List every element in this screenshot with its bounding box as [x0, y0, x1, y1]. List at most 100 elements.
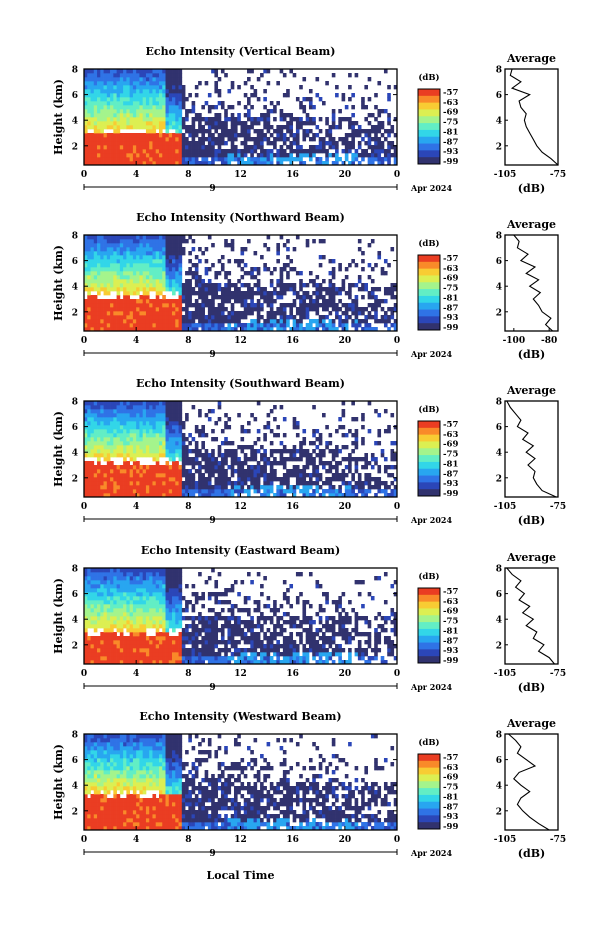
heatmap-cell: [181, 251, 186, 256]
heatmap-cell: [142, 604, 147, 609]
heatmap-cell: [227, 299, 232, 304]
colorbar-tick-label: -63: [443, 430, 458, 440]
heatmap-cell: [152, 133, 157, 138]
day-label: 9: [209, 516, 215, 526]
heatmap-cell: [106, 449, 111, 454]
heatmap-cell: [207, 299, 212, 304]
heatmap-cell: [230, 465, 235, 470]
heatmap-cell: [152, 145, 157, 150]
heatmap-cell: [129, 441, 134, 446]
heatmap-cell: [374, 457, 378, 462]
heatmap-cell: [149, 97, 153, 102]
heatmap-cell: [145, 311, 150, 316]
heatmap-cell: [106, 465, 111, 470]
heatmap-cell: [136, 485, 140, 490]
heatmap-cell: [279, 291, 284, 296]
heatmap-cell: [344, 153, 349, 158]
heatmap-cell: [233, 315, 238, 320]
heatmap-cell: [214, 437, 219, 442]
heatmap-cell: [380, 453, 385, 458]
heatmap-cell: [266, 291, 271, 296]
heatmap-cell: [207, 137, 212, 142]
heatmap-cell: [90, 303, 95, 308]
heatmap-cell: [224, 243, 228, 248]
heatmap-cell: [263, 161, 267, 166]
heatmap-cell: [247, 129, 251, 134]
heatmap-cell: [201, 485, 205, 490]
heatmap-cell: [106, 157, 111, 162]
heatmap-cell: [295, 307, 300, 312]
heatmap-cell: [341, 161, 346, 166]
heatmap-cell: [282, 283, 287, 288]
x-tick-label: 4: [133, 336, 139, 346]
colorbar-frame: [417, 88, 441, 165]
heatmap-cell: [279, 405, 284, 410]
heatmap-cell: [181, 421, 186, 426]
heatmap-cell: [123, 113, 127, 118]
heatmap-cell: [136, 69, 140, 74]
heatmap-cell: [230, 113, 235, 118]
heatmap-cell: [178, 77, 183, 82]
heatmap-cell: [87, 295, 91, 300]
heatmap-cell: [162, 473, 166, 478]
heatmap-cell: [132, 628, 137, 633]
heatmap-cell: [97, 113, 101, 118]
heatmap-cell: [181, 121, 186, 126]
heatmap-cell: [168, 449, 173, 454]
heatmap-cell: [139, 303, 144, 308]
heatmap-cell: [152, 576, 157, 581]
colorbar-segment: [418, 109, 440, 117]
heatmap-cell: [132, 311, 137, 316]
heatmap-cell: [87, 652, 91, 657]
heatmap-cell: [292, 319, 297, 324]
heatmap-cell: [263, 89, 267, 94]
heatmap-cell: [113, 299, 117, 304]
heatmap-cell: [335, 429, 339, 434]
heatmap-cell: [237, 413, 241, 418]
heatmap-cell: [299, 303, 303, 308]
colorbar-segment: [418, 441, 440, 449]
heatmap-cell: [201, 429, 205, 434]
heatmap-cell: [250, 449, 254, 454]
heatmap-cell: [250, 69, 254, 74]
heatmap-cell: [84, 449, 88, 454]
heatmap-cell: [322, 299, 326, 304]
heatmap-cell: [84, 161, 88, 166]
heatmap-cell: [172, 69, 176, 74]
heatmap-cell: [103, 125, 108, 130]
heatmap-cell: [172, 441, 176, 446]
heatmap-cell: [103, 644, 108, 649]
heatmap-cell: [175, 93, 179, 98]
heatmap-cell: [230, 129, 235, 134]
heatmap-cell: [269, 299, 274, 304]
heatmap-cell: [348, 85, 352, 90]
heatmap-cell: [175, 409, 179, 414]
heatmap-cell: [335, 461, 339, 466]
heatmap-cell: [97, 652, 101, 657]
heatmap-cell: [217, 307, 222, 312]
heatmap-cell: [191, 157, 196, 162]
heatmap-cell: [165, 153, 170, 158]
heatmap-cell: [87, 73, 91, 78]
heatmap-cell: [106, 327, 111, 332]
heatmap-cell: [263, 149, 267, 154]
heatmap-cell: [129, 311, 134, 316]
heatmap-cell: [126, 413, 130, 418]
heatmap-cell: [341, 469, 346, 474]
heatmap-cell: [269, 453, 274, 458]
heatmap-cell: [119, 137, 124, 142]
heatmap-cell: [136, 243, 140, 248]
heatmap-cell: [181, 161, 186, 166]
heatmap-cell: [211, 69, 215, 74]
heatmap-cell: [145, 319, 150, 324]
heatmap-cell: [116, 409, 121, 414]
heatmap-cell: [84, 275, 88, 280]
heatmap-cell: [155, 247, 160, 252]
heatmap-cell: [253, 129, 258, 134]
heatmap-cell: [220, 101, 225, 106]
date-label: Apr 2024: [410, 515, 453, 525]
heatmap-cell: [331, 113, 336, 118]
heatmap-cell: [191, 311, 196, 316]
heatmap-cell: [158, 429, 163, 434]
heatmap-cell: [217, 157, 222, 162]
